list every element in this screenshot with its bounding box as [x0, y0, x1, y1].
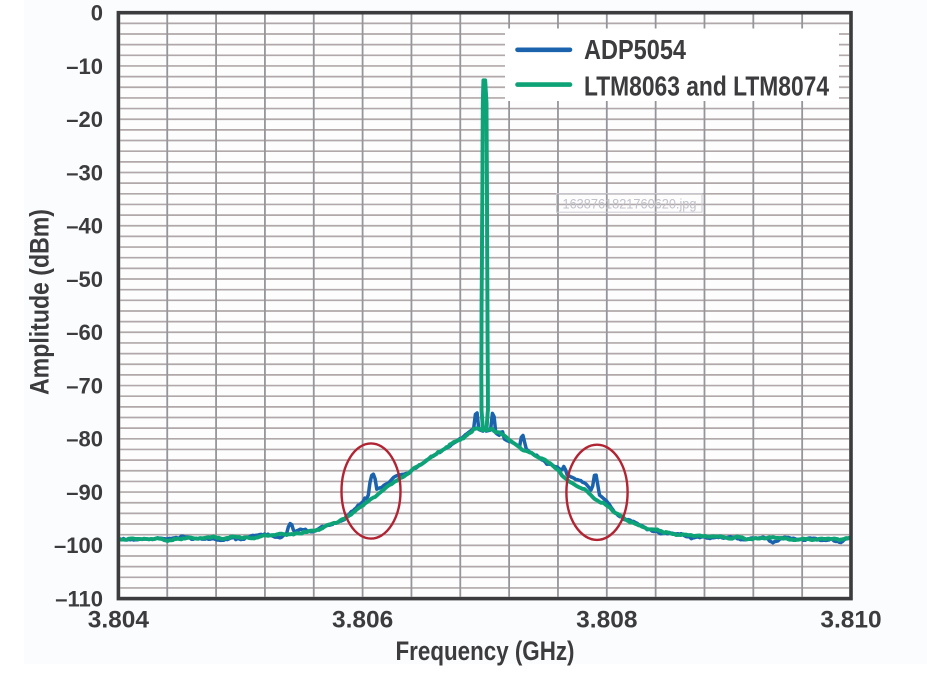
svg-text:ADP5054: ADP5054: [584, 34, 687, 65]
svg-text:–50: –50: [66, 267, 103, 292]
svg-text:–70: –70: [66, 373, 103, 398]
svg-text:Amplitude (dBm): Amplitude (dBm): [25, 209, 55, 395]
svg-text:–20: –20: [66, 107, 103, 132]
svg-text:3.808: 3.808: [576, 607, 637, 634]
svg-text:3.804: 3.804: [88, 607, 150, 634]
svg-text:3.810: 3.810: [820, 607, 881, 634]
svg-text:–110: –110: [55, 587, 103, 612]
svg-text:–80: –80: [66, 427, 103, 452]
svg-text:–90: –90: [66, 480, 103, 505]
svg-text:3.806: 3.806: [332, 607, 393, 634]
svg-text:–60: –60: [66, 320, 103, 345]
svg-text:–10: –10: [66, 54, 103, 79]
svg-text:–100: –100: [54, 533, 103, 558]
svg-text:–40: –40: [66, 214, 103, 239]
svg-text:Frequency (GHz): Frequency (GHz): [396, 636, 575, 666]
svg-text:0: 0: [91, 1, 103, 26]
svg-text:LTM8063 and LTM8074: LTM8063 and LTM8074: [584, 70, 830, 101]
svg-text:–30: –30: [66, 160, 103, 185]
svg-text:1638761821760620.jpg: 1638761821760620.jpg: [563, 196, 697, 211]
